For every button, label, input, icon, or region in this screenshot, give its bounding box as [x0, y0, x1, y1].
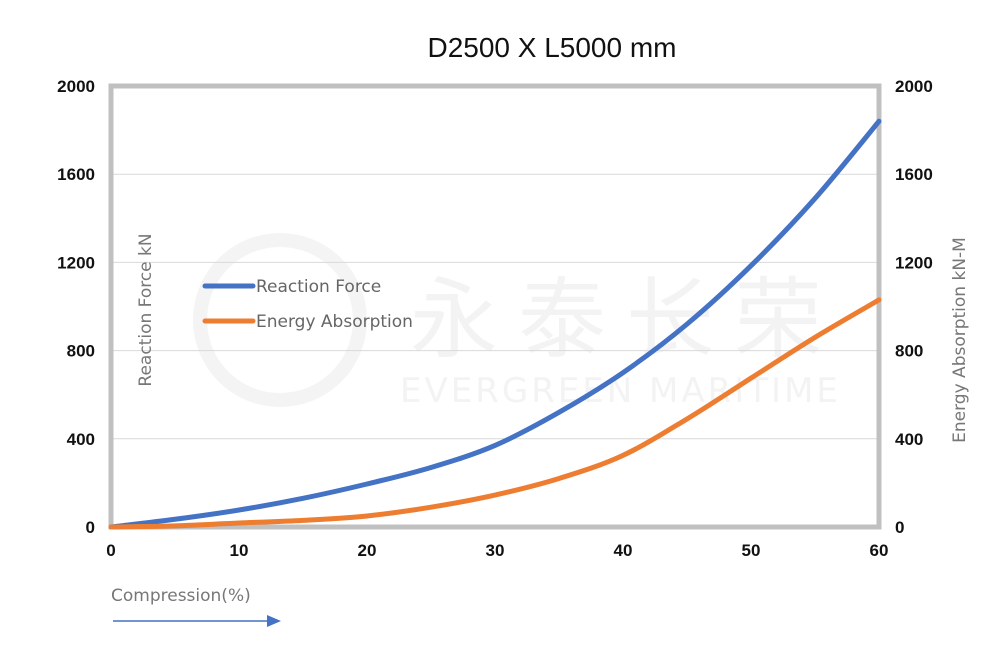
y2-tick-label: 0	[895, 518, 904, 537]
x-tick-label: 10	[230, 541, 249, 560]
y-axis-ticks: 0 400 800 1200 1600 2000	[57, 77, 95, 537]
y2-axis-title: Energy Absorption kN-M	[950, 237, 970, 443]
legend-label-energy-absorption: Energy Absorption	[256, 312, 413, 332]
plot-frame	[108, 83, 882, 530]
y-tick-label: 1600	[57, 165, 95, 184]
y2-tick-label: 1600	[895, 165, 933, 184]
y2-tick-label: 1200	[895, 253, 933, 272]
series-line-reaction-force	[108, 118, 882, 530]
y-axis-title: Reaction Force kN	[136, 233, 156, 386]
y-tick-label: 1200	[57, 253, 95, 272]
series-lines	[108, 118, 882, 530]
y-tick-label: 800	[67, 342, 95, 361]
series-line-energy-absorption	[108, 297, 882, 530]
y-tick-label: 400	[67, 430, 95, 449]
x-tick-label: 50	[742, 541, 761, 560]
legend-label-reaction-force: Reaction Force	[256, 277, 381, 297]
legend: Reaction Force Energy Absorption	[202, 277, 413, 332]
y2-tick-label: 800	[895, 342, 923, 361]
y-tick-label: 2000	[57, 77, 95, 96]
y2-tick-label: 400	[895, 430, 923, 449]
x-tick-label: 30	[486, 541, 505, 560]
watermark-logo-icon	[193, 233, 367, 407]
x-tick-label: 20	[358, 541, 377, 560]
chart-title: D2500 X L5000 mm	[427, 32, 676, 63]
y2-tick-label: 2000	[895, 77, 933, 96]
y-tick-label: 0	[86, 518, 95, 537]
x-axis-title: Compression(%)	[111, 586, 251, 606]
y2-axis-ticks: 0 400 800 1200 1600 2000	[895, 77, 933, 537]
x-axis-ticks: 0 10 20 30 40 50 60	[106, 541, 888, 560]
arrow-right-icon	[113, 615, 281, 627]
x-tick-label: 60	[870, 541, 889, 560]
x-tick-label: 0	[106, 541, 115, 560]
x-tick-label: 40	[614, 541, 633, 560]
watermark-chinese: 永泰长荣	[410, 268, 842, 371]
